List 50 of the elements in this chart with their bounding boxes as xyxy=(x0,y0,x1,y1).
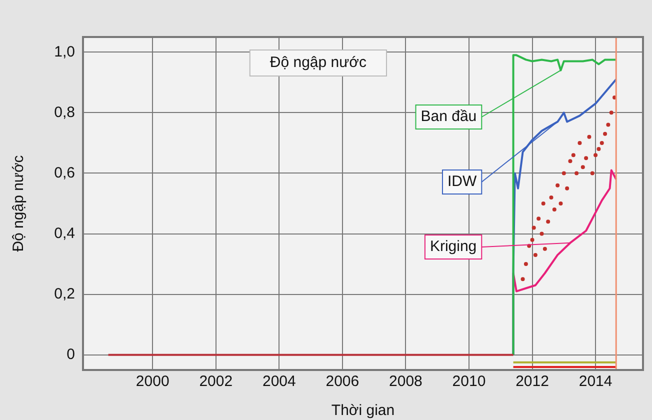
x-tick-label: 2002 xyxy=(199,373,233,390)
point xyxy=(540,232,544,236)
point xyxy=(574,171,579,176)
x-tick-label: 2004 xyxy=(262,373,296,390)
point xyxy=(568,159,572,164)
point xyxy=(565,186,570,190)
point xyxy=(571,153,576,158)
text: IDW xyxy=(447,173,478,190)
y-tick-label: 0,6 xyxy=(54,164,75,182)
x-tick-label: 2006 xyxy=(326,373,360,390)
y-tick-label: 0,4 xyxy=(54,224,75,242)
point xyxy=(587,134,592,139)
point xyxy=(584,156,588,160)
point xyxy=(536,216,541,221)
text: Độ ngập nước xyxy=(270,54,367,72)
x-tick-label: 2008 xyxy=(389,373,422,390)
y-tick-label: 0,2 xyxy=(54,285,75,302)
point xyxy=(524,262,528,266)
point xyxy=(606,122,610,127)
x-tick-label: 2014 xyxy=(578,373,612,390)
x-axis-title: Thời gian xyxy=(331,402,395,420)
x-tick-label: 2012 xyxy=(516,373,549,390)
point xyxy=(549,195,554,200)
y-tick-label: 0,8 xyxy=(54,104,75,121)
y-tick-label: 1,0 xyxy=(54,43,75,60)
point xyxy=(578,140,582,145)
y-axis-title: Độ ngập nước xyxy=(10,154,28,252)
point xyxy=(603,132,608,136)
point xyxy=(600,140,604,145)
x-tick-label: 2010 xyxy=(452,373,486,390)
point xyxy=(520,277,525,282)
point xyxy=(596,147,601,152)
text: Ban đầu xyxy=(420,108,477,126)
point xyxy=(542,246,547,251)
y-tick-label: 0 xyxy=(66,346,75,364)
point xyxy=(556,183,560,188)
point xyxy=(541,202,546,206)
point xyxy=(580,165,585,170)
point xyxy=(562,171,566,176)
point xyxy=(558,202,563,206)
point xyxy=(590,171,594,176)
point xyxy=(552,208,556,212)
point xyxy=(532,226,536,230)
point xyxy=(533,252,538,257)
x-tick-label: 2000 xyxy=(136,373,170,390)
point xyxy=(530,238,534,242)
point xyxy=(609,110,614,115)
text: Kriging xyxy=(430,238,477,256)
point xyxy=(594,153,598,158)
point xyxy=(546,220,550,224)
